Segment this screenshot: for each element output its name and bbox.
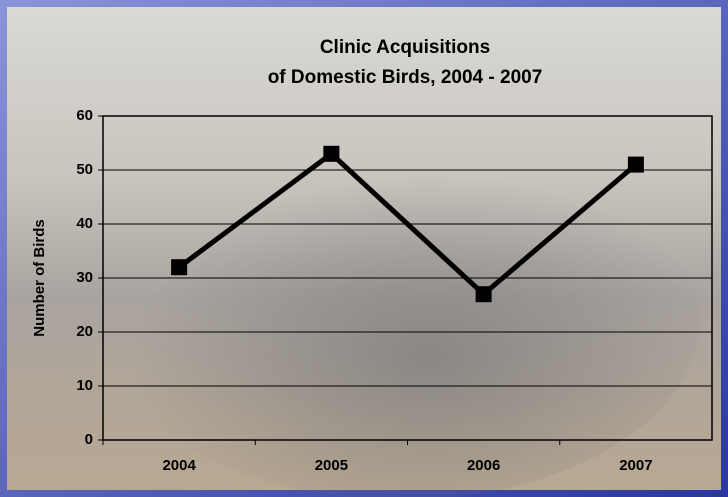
y-tick-label: 50 xyxy=(76,161,93,178)
marker xyxy=(323,145,340,162)
y-tick-label: 60 xyxy=(76,107,93,124)
y-tick-label: 10 xyxy=(76,377,93,394)
marker xyxy=(475,286,492,303)
y-axis-label: Number of Birds xyxy=(31,219,48,337)
x-tick-label: 2005 xyxy=(315,457,348,474)
y-tick-label: 30 xyxy=(76,269,93,286)
x-tick-label: 2007 xyxy=(619,457,652,474)
y-tick-label: 0 xyxy=(85,431,93,448)
marker xyxy=(627,156,644,173)
series-line xyxy=(177,150,638,298)
y-tick-label: 40 xyxy=(76,215,93,232)
y-tick-label: 20 xyxy=(76,323,93,340)
x-tick-label: 2004 xyxy=(162,457,196,474)
chart-title: Clinic Acquisitions xyxy=(320,37,490,58)
chart-title: of Domestic Birds, 2004 - 2007 xyxy=(268,67,543,88)
bird-shadow xyxy=(100,140,700,497)
x-tick-label: 2006 xyxy=(467,457,500,474)
marker xyxy=(171,259,188,276)
